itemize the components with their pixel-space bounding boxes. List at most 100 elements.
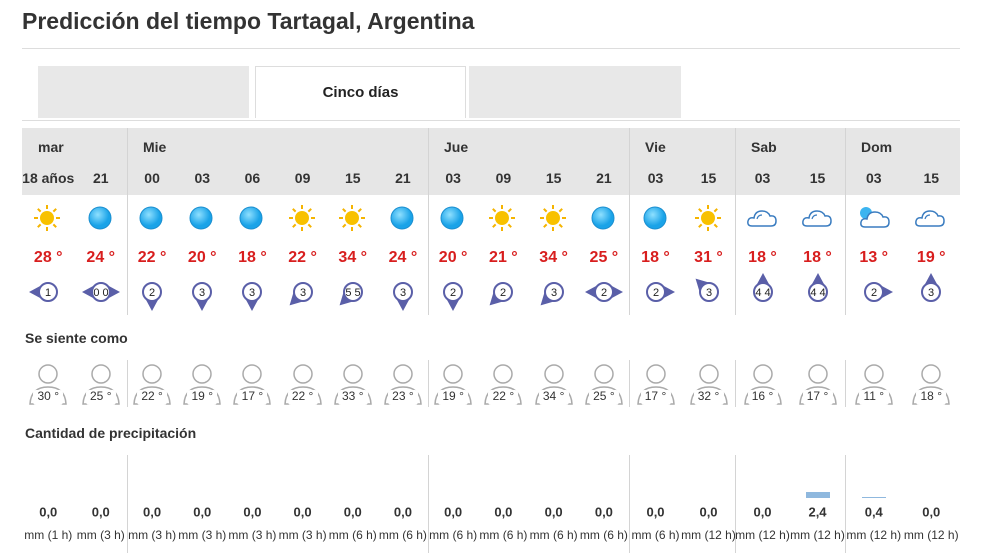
- day-separator: [735, 455, 736, 553]
- wind-speed: 5 5: [345, 287, 360, 299]
- hour-label: 06: [244, 170, 261, 186]
- feels-value: 22 °: [291, 389, 314, 403]
- hour-label: 21: [395, 170, 411, 186]
- feels-figure: [798, 364, 837, 405]
- precip-period: mm (3 h): [178, 528, 227, 542]
- feels-value: 18 °: [920, 389, 942, 403]
- wind-indicator: 1: [29, 282, 59, 302]
- wind-indicator: 2: [584, 282, 623, 302]
- temperature: 31 °: [694, 249, 723, 266]
- weather-icon: [643, 206, 666, 230]
- feels-value: 22 °: [492, 389, 515, 403]
- hour-label: 18 años: [22, 170, 75, 186]
- feels-figure: [636, 364, 675, 405]
- precip-value: 0,0: [343, 504, 362, 520]
- temperature: 20 °: [187, 249, 217, 266]
- wind-indicator: 2: [863, 282, 893, 302]
- precip-value: 0,0: [193, 504, 212, 520]
- feels-figure: [233, 364, 272, 405]
- weather-icon: [288, 205, 315, 231]
- hour-label: 03: [865, 170, 882, 186]
- weather-icon: [489, 205, 516, 231]
- precip-period: mm (1 h): [24, 528, 73, 542]
- hour-label: 15: [809, 170, 826, 186]
- day-separator: [845, 128, 846, 315]
- feels-value: 11 °: [863, 389, 885, 403]
- day-separator: [735, 360, 736, 407]
- precip-value: 0,0: [393, 504, 412, 520]
- hour-label: 03: [647, 170, 664, 186]
- tab-active[interactable]: Cinco días: [255, 66, 466, 118]
- precip-value: 0,0: [444, 504, 463, 520]
- feels-value: 17 °: [806, 389, 829, 403]
- weather-icon: [189, 206, 213, 230]
- feels-figure: [283, 364, 322, 405]
- tab[interactable]: [38, 66, 249, 118]
- hour-label: 15: [344, 170, 361, 186]
- precip-period: mm (6 h): [529, 528, 578, 542]
- temperature: 18 °: [238, 249, 267, 266]
- temperature: 24 °: [388, 249, 418, 266]
- wind-indicator: 3: [192, 282, 213, 311]
- precip-value: 0,0: [544, 504, 563, 520]
- precip-period: mm (3 h): [278, 528, 327, 542]
- wind-indicator: 2: [489, 282, 514, 306]
- feels-figure: [434, 364, 472, 405]
- feels-label: Se siente como: [25, 330, 128, 346]
- header-band: [22, 128, 960, 195]
- day-separator: [127, 360, 128, 407]
- wind-indicator: 2: [645, 282, 675, 302]
- temperature: 34 °: [338, 249, 368, 266]
- hour-label: 15: [545, 170, 562, 186]
- precip-value: 0,0: [922, 504, 941, 520]
- feels-value: 25 °: [593, 389, 615, 403]
- weather-icon: [440, 206, 464, 230]
- feels-value: 19 °: [442, 389, 464, 403]
- weather-icon: [338, 205, 365, 231]
- feels-figure: [29, 364, 68, 405]
- wind-speed: 4 4: [755, 287, 770, 299]
- temperature: 24 °: [86, 249, 116, 266]
- wind-speed: 2: [500, 287, 506, 299]
- precip-value: 0,4: [864, 504, 883, 520]
- feels-value: 25 °: [90, 389, 112, 403]
- feels-value: 23 °: [392, 389, 414, 403]
- day-name: mar: [38, 139, 64, 155]
- wind-speed: 3: [705, 287, 711, 299]
- temperature: 13 °: [859, 249, 889, 266]
- temperature: 18 °: [641, 249, 670, 266]
- wind-indicator: 4 4: [752, 273, 773, 302]
- feels-figure: [854, 364, 893, 405]
- feels-figure: [534, 364, 573, 405]
- temperature: 18 °: [803, 249, 832, 266]
- day-separator: [127, 128, 128, 315]
- precip-value: 2,4: [808, 504, 827, 520]
- wind-indicator: 3: [392, 282, 413, 311]
- weather-icon: [390, 206, 414, 230]
- precip-value: 0,0: [143, 504, 162, 520]
- wind-indicator: 2: [443, 282, 464, 311]
- feels-figure: [585, 364, 623, 405]
- precip-period: mm (6 h): [631, 528, 680, 542]
- feels-figure: [81, 364, 120, 405]
- temperature: 25 °: [589, 249, 619, 266]
- wind-indicator: 0 0: [81, 282, 120, 302]
- feels-figure: [333, 364, 372, 405]
- temperature: 34 °: [539, 249, 568, 266]
- temperature: 22 °: [288, 249, 317, 266]
- tab[interactable]: [469, 66, 681, 118]
- precip-value: 0,0: [39, 504, 58, 520]
- precip-period: mm (3 h): [76, 528, 125, 542]
- weather-icon: [746, 210, 777, 227]
- feels-value: 30 °: [37, 389, 59, 403]
- hour-label: 03: [754, 170, 771, 186]
- feels-figure: [743, 364, 782, 405]
- feels-figure: [484, 364, 523, 405]
- hour-label: 21: [596, 170, 612, 186]
- weather-icon: [801, 210, 832, 227]
- day-separator: [629, 128, 630, 315]
- wind-speed: 2: [871, 287, 877, 299]
- wind-speed: 2: [652, 287, 658, 299]
- day-name: Sab: [751, 139, 777, 155]
- precip-period: mm (3 h): [228, 528, 277, 542]
